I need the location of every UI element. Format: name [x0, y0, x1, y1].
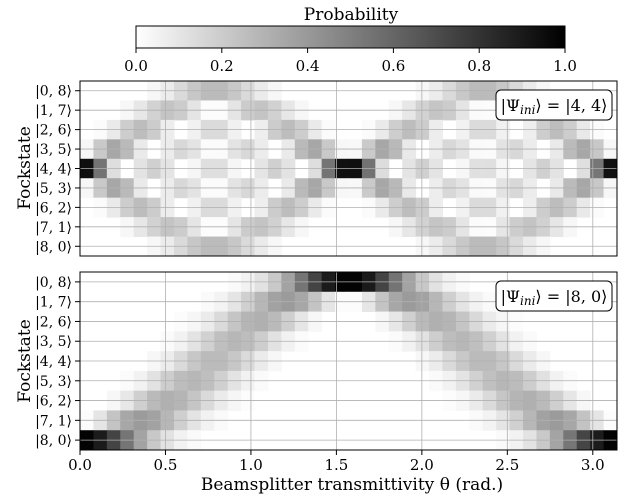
y-tick-label: |5, 3⟩ [35, 374, 72, 390]
heatmap-panel-top: |0, 8⟩ |1, 7⟩ |2, 6⟩ |3, 5⟩ |4, 4⟩ |5, 3⟩ |6, … [15, 80, 618, 257]
colorbar-tick-label: 0.6 [381, 57, 405, 75]
annotation-bottom-rest: ⟩ = |8, 0⟩ [535, 287, 607, 306]
y-tick-label: |2, 6⟩ [35, 123, 72, 139]
svg-text:|Ψini⟩ = |4, 4⟩: |Ψini⟩ = |4, 4⟩ [501, 96, 608, 117]
y-tick-label: |5, 3⟩ [35, 181, 72, 197]
annotation-bottom-sub: ini [520, 294, 536, 308]
y-tick-label: |8, 0⟩ [35, 239, 72, 255]
colorbar-tick-label: 0.8 [467, 57, 491, 75]
annotation-top-main: |Ψ [501, 96, 520, 115]
y-tick-label: |0, 8⟩ [35, 84, 72, 100]
x-tick-label: 1.5 [324, 456, 348, 474]
y-tick-label: |1, 7⟩ [35, 295, 72, 311]
y-ticks-top: |0, 8⟩ |1, 7⟩ |2, 6⟩ |3, 5⟩ |4, 4⟩ |5, 3⟩ |6, … [35, 84, 80, 255]
y-ticks-bottom: |0, 8⟩ |1, 7⟩ |2, 6⟩ |3, 5⟩ |4, 4⟩ |5, 3⟩ |6, … [35, 275, 80, 449]
grid-bottom [80, 272, 617, 450]
colorbar-tick-label: 0.2 [210, 57, 234, 75]
x-tick-label: 0.0 [68, 456, 92, 474]
x-tick-label: 1.0 [239, 456, 263, 474]
x-tick-label: 2.0 [410, 456, 434, 474]
colorbar-ticks: 0.0 0.2 0.4 0.6 0.8 1.0 [124, 48, 577, 75]
y-tick-label: |2, 6⟩ [35, 314, 72, 330]
x-ticks-bottom: 0.0 0.5 1.0 1.5 2.0 2.5 3.0 [68, 450, 605, 474]
y-tick-label: |8, 0⟩ [35, 433, 72, 449]
colorbar-tick-label: 0.4 [296, 57, 320, 75]
annotation-top: |Ψini⟩ = |4, 4⟩ [495, 89, 613, 121]
colorbar-gradient [135, 25, 566, 49]
heatmap-panel-bottom: |0, 8⟩ |1, 7⟩ |2, 6⟩ |3, 5⟩ |4, 4⟩ |5, 3⟩ |6, … [15, 271, 618, 495]
y-tick-label: |3, 5⟩ [35, 142, 72, 158]
annotation-bottom-main: |Ψ [501, 287, 520, 306]
y-tick-label: |3, 5⟩ [35, 334, 72, 350]
y-tick-label: |0, 8⟩ [35, 275, 72, 291]
x-tick-label: 3.0 [581, 456, 605, 474]
colorbar: Probability 0.0 0.2 0.4 0.6 0.8 1.0 [124, 5, 577, 75]
svg-text:|Ψini⟩ = |8, 0⟩: |Ψini⟩ = |8, 0⟩ [501, 287, 608, 308]
y-tick-label: |4, 4⟩ [35, 354, 72, 370]
x-tick-label: 0.5 [154, 456, 178, 474]
y-axis-label-bottom: Fockstate [15, 319, 35, 403]
y-tick-label: |7, 1⟩ [35, 220, 72, 236]
y-tick-label: |7, 1⟩ [35, 413, 72, 429]
colorbar-label: Probability [304, 5, 399, 25]
y-tick-label: |1, 7⟩ [35, 103, 72, 119]
x-tick-label: 2.5 [495, 456, 519, 474]
x-axis-label: Beamsplitter transmittivity θ (rad.) [201, 475, 503, 495]
y-tick-label: |6, 2⟩ [35, 200, 72, 216]
y-tick-label: |4, 4⟩ [35, 162, 72, 178]
colorbar-tick-label: 0.0 [124, 57, 148, 75]
annotation-top-rest: ⟩ = |4, 4⟩ [535, 96, 607, 115]
y-axis-label-top: Fockstate [15, 126, 35, 210]
annotation-bottom: |Ψini⟩ = |8, 0⟩ [495, 280, 613, 312]
y-tick-label: |6, 2⟩ [35, 394, 72, 410]
annotation-top-sub: ini [520, 103, 536, 117]
colorbar-tick-label: 1.0 [553, 57, 577, 75]
